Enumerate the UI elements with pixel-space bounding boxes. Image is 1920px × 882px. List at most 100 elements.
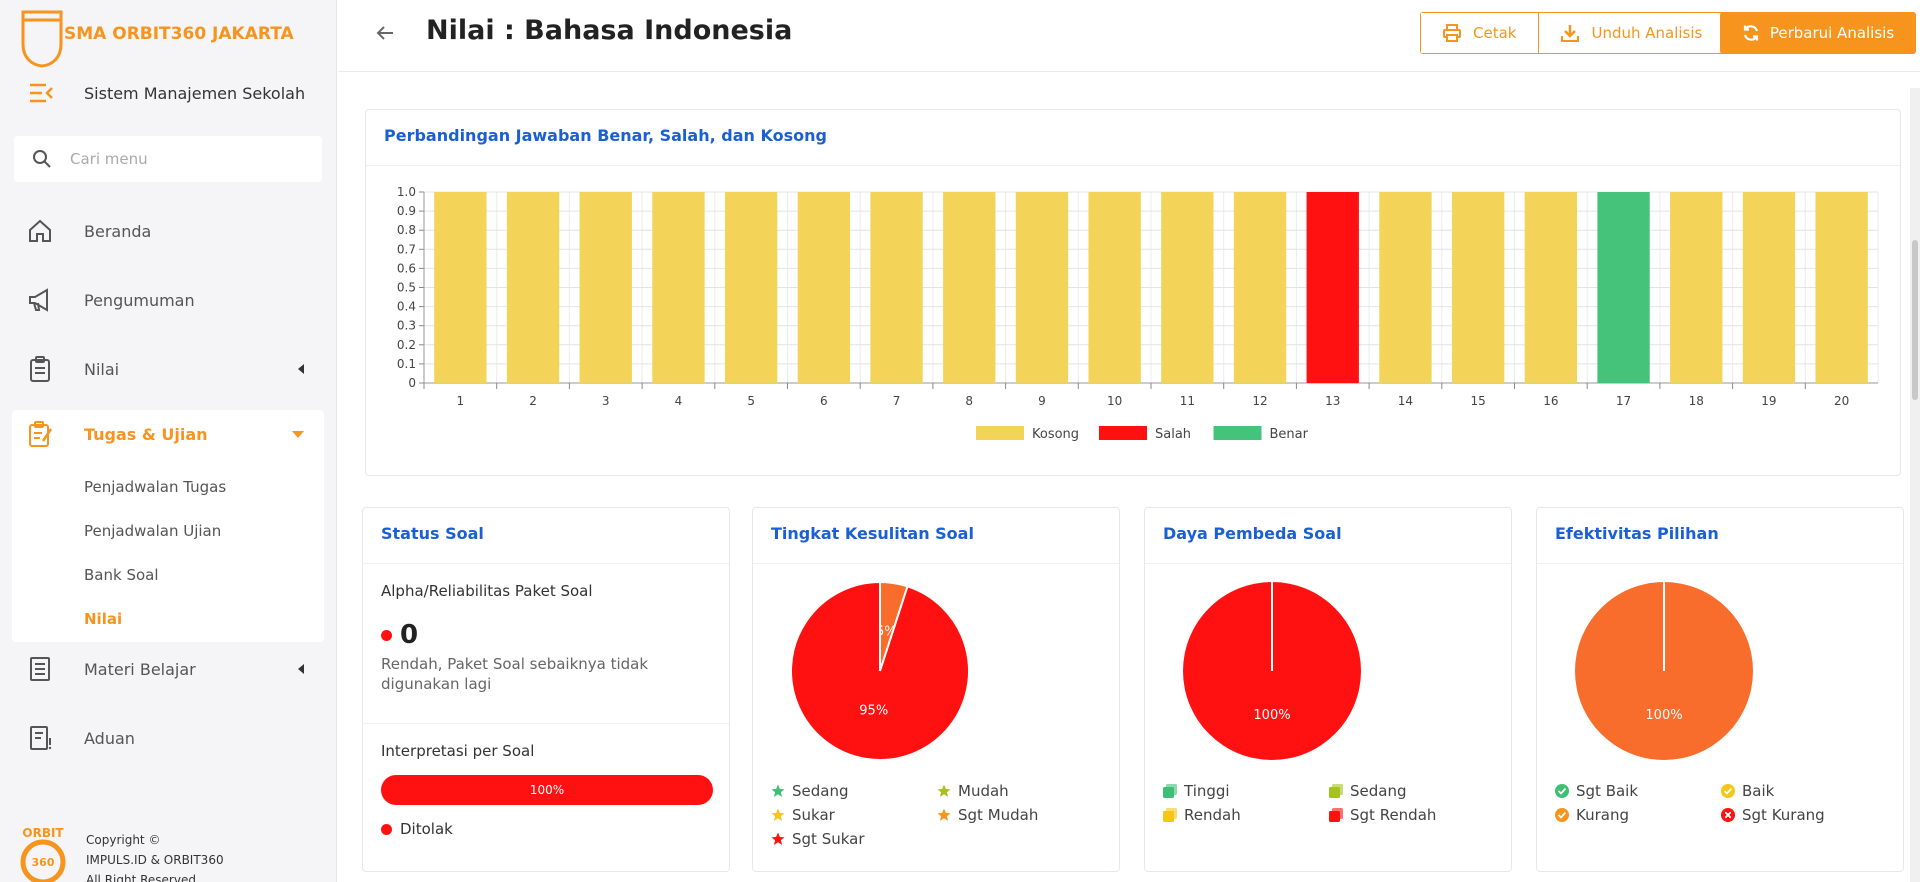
legend-label: Sedang bbox=[1350, 782, 1407, 800]
legend-label-salah: Salah bbox=[1155, 427, 1191, 442]
bar-kosong-18[interactable] bbox=[1670, 192, 1723, 383]
pie-slice-label: 100% bbox=[1253, 708, 1290, 723]
scrollbar-thumb[interactable] bbox=[1912, 240, 1918, 400]
school-name: SMA ORBIT360 JAKARTA bbox=[64, 24, 294, 44]
x-tick-label: 16 bbox=[1543, 394, 1558, 408]
card-title: Perbandingan Jawaban Benar, Salah, dan K… bbox=[384, 126, 827, 145]
legend-item: Sgt Mudah bbox=[937, 806, 1038, 824]
bar-kosong-7[interactable] bbox=[870, 192, 923, 383]
arrow-left-icon[interactable] bbox=[374, 22, 396, 44]
home-icon bbox=[29, 219, 51, 242]
menu-collapse-icon[interactable] bbox=[28, 82, 54, 104]
x-circle-icon bbox=[1721, 808, 1735, 822]
copyright: Copyright © IMPULS.ID & ORBIT360 All Rig… bbox=[86, 830, 224, 882]
legend-item: Sedang bbox=[771, 782, 849, 800]
sidebar-item-nilai[interactable]: Nilai bbox=[14, 345, 322, 393]
interpretasi-progress-bar: 100% bbox=[381, 775, 713, 805]
bar-kosong-6[interactable] bbox=[797, 192, 851, 383]
bar-kosong-1[interactable] bbox=[434, 192, 487, 383]
sidebar-item-label: Tugas & Ujian bbox=[84, 424, 208, 444]
alpha-value: 0 bbox=[381, 620, 418, 650]
y-tick-label: 0.8 bbox=[397, 223, 416, 237]
scrollbar-track[interactable] bbox=[1910, 88, 1920, 882]
bar-salah-13[interactable] bbox=[1306, 192, 1359, 383]
star-icon bbox=[937, 808, 951, 821]
chevron-down-icon bbox=[292, 430, 304, 438]
print-button[interactable]: Cetak bbox=[1421, 13, 1539, 53]
refresh-analysis-button[interactable]: Perbarui Analisis bbox=[1720, 12, 1916, 54]
chevron-left-icon bbox=[298, 664, 304, 674]
copyright-line: IMPULS.ID & ORBIT360 bbox=[86, 853, 224, 867]
sidebar-item-aduan[interactable]: Aduan bbox=[14, 714, 322, 762]
bar-kosong-12[interactable] bbox=[1233, 192, 1287, 383]
card-title: Status Soal bbox=[381, 524, 484, 543]
bar-kosong-16[interactable] bbox=[1524, 192, 1578, 383]
bar-kosong-2[interactable] bbox=[506, 192, 560, 383]
legend-swatch-benar[interactable] bbox=[1213, 426, 1262, 440]
x-tick-label: 12 bbox=[1252, 394, 1267, 408]
logo-text-orbit: ORBIT bbox=[22, 826, 64, 840]
document-icon bbox=[30, 657, 50, 681]
bar-kosong-20[interactable] bbox=[1815, 192, 1868, 383]
legend-item: Baik bbox=[1721, 782, 1774, 800]
bar-benar-17[interactable] bbox=[1597, 192, 1650, 383]
pie-slice[interactable] bbox=[790, 580, 970, 761]
y-tick-label: 0 bbox=[408, 376, 416, 390]
x-tick-label: 1 bbox=[457, 394, 465, 408]
copy-icon bbox=[1329, 784, 1343, 798]
bar-kosong-10[interactable] bbox=[1088, 192, 1141, 383]
legend-item: Mudah bbox=[937, 782, 1009, 800]
y-tick-label: 0.4 bbox=[397, 300, 416, 314]
red-dot-icon bbox=[381, 823, 392, 835]
bar-kosong-15[interactable] bbox=[1451, 192, 1505, 383]
tingkat-kesulitan-card: Tingkat Kesulitan Soal 5% 95% Sedang Muda… bbox=[752, 507, 1120, 872]
bar-kosong-8[interactable] bbox=[943, 192, 996, 383]
x-tick-label: 6 bbox=[820, 394, 828, 408]
legend-swatch-salah[interactable] bbox=[1099, 426, 1147, 440]
download-analysis-button[interactable]: Unduh Analisis bbox=[1538, 13, 1725, 53]
bar-kosong-4[interactable] bbox=[652, 192, 705, 383]
sidebar-subitem-bank-soal[interactable]: Bank Soal bbox=[84, 566, 159, 584]
copy-icon bbox=[1329, 808, 1343, 822]
difficulty-pie-chart: 5%95% bbox=[790, 580, 970, 761]
bar-kosong-5[interactable] bbox=[724, 192, 778, 383]
legend-item: Rendah bbox=[1163, 806, 1241, 824]
copyright-line: Copyright © bbox=[86, 833, 161, 847]
sidebar-subitem-penjadwalan-tugas[interactable]: Penjadwalan Tugas bbox=[84, 478, 227, 496]
legend-label: Rendah bbox=[1184, 806, 1241, 824]
refresh-analysis-label: Perbarui Analisis bbox=[1769, 24, 1895, 42]
card-divider bbox=[363, 563, 729, 564]
check-circle-icon bbox=[1721, 784, 1735, 798]
sidebar-subitem-penjadwalan-ujian[interactable]: Penjadwalan Ujian bbox=[84, 522, 222, 540]
sidebar-item-tugas-ujian[interactable]: Tugas & Ujian bbox=[12, 410, 324, 458]
bar-kosong-3[interactable] bbox=[579, 192, 632, 383]
card-title: Daya Pembeda Soal bbox=[1163, 524, 1342, 543]
alpha-value-text: 0 bbox=[400, 620, 419, 650]
legend-item: Sgt Sukar bbox=[771, 830, 865, 848]
print-button-label: Cetak bbox=[1473, 24, 1517, 42]
bar-kosong-19[interactable] bbox=[1742, 192, 1796, 383]
y-tick-label: 0.2 bbox=[397, 338, 416, 352]
discrimination-pie-chart: 100% bbox=[1183, 582, 1361, 760]
bar-kosong-14[interactable] bbox=[1379, 192, 1432, 383]
search-icon bbox=[33, 150, 51, 168]
legend-swatch-kosong[interactable] bbox=[976, 426, 1024, 440]
sidebar-item-pengumuman[interactable]: Pengumuman bbox=[14, 276, 322, 324]
legend-label-benar: Benar bbox=[1270, 427, 1309, 442]
sidebar-subitem-nilai[interactable]: Nilai bbox=[84, 610, 123, 628]
legend-label: Sgt Rendah bbox=[1350, 806, 1437, 824]
sidebar-item-beranda[interactable]: Beranda bbox=[14, 207, 322, 255]
answer-comparison-chart: 00.10.20.30.40.50.60.70.80.91.01 2 3 4 5 6 7 8 9… bbox=[397, 185, 1879, 442]
legend-label: Mudah bbox=[958, 782, 1009, 800]
x-tick-label: 13 bbox=[1325, 394, 1340, 408]
status-soal-card: Status Soal Alpha/Reliabilitas Paket Soa… bbox=[362, 507, 730, 872]
x-tick-label: 17 bbox=[1616, 394, 1631, 408]
sidebar-item-materi-belajar[interactable]: Materi Belajar bbox=[14, 645, 322, 693]
x-tick-label: 4 bbox=[675, 394, 683, 408]
daya-pembeda-card: Daya Pembeda Soal 100% Tinggi Sedang Ren… bbox=[1144, 507, 1512, 872]
bar-kosong-9[interactable] bbox=[1015, 192, 1069, 383]
bar-kosong-11[interactable] bbox=[1161, 192, 1214, 383]
search-input[interactable] bbox=[70, 150, 300, 168]
chevron-left-icon bbox=[298, 364, 304, 374]
copyright-line: All Right Reserved bbox=[86, 873, 196, 882]
